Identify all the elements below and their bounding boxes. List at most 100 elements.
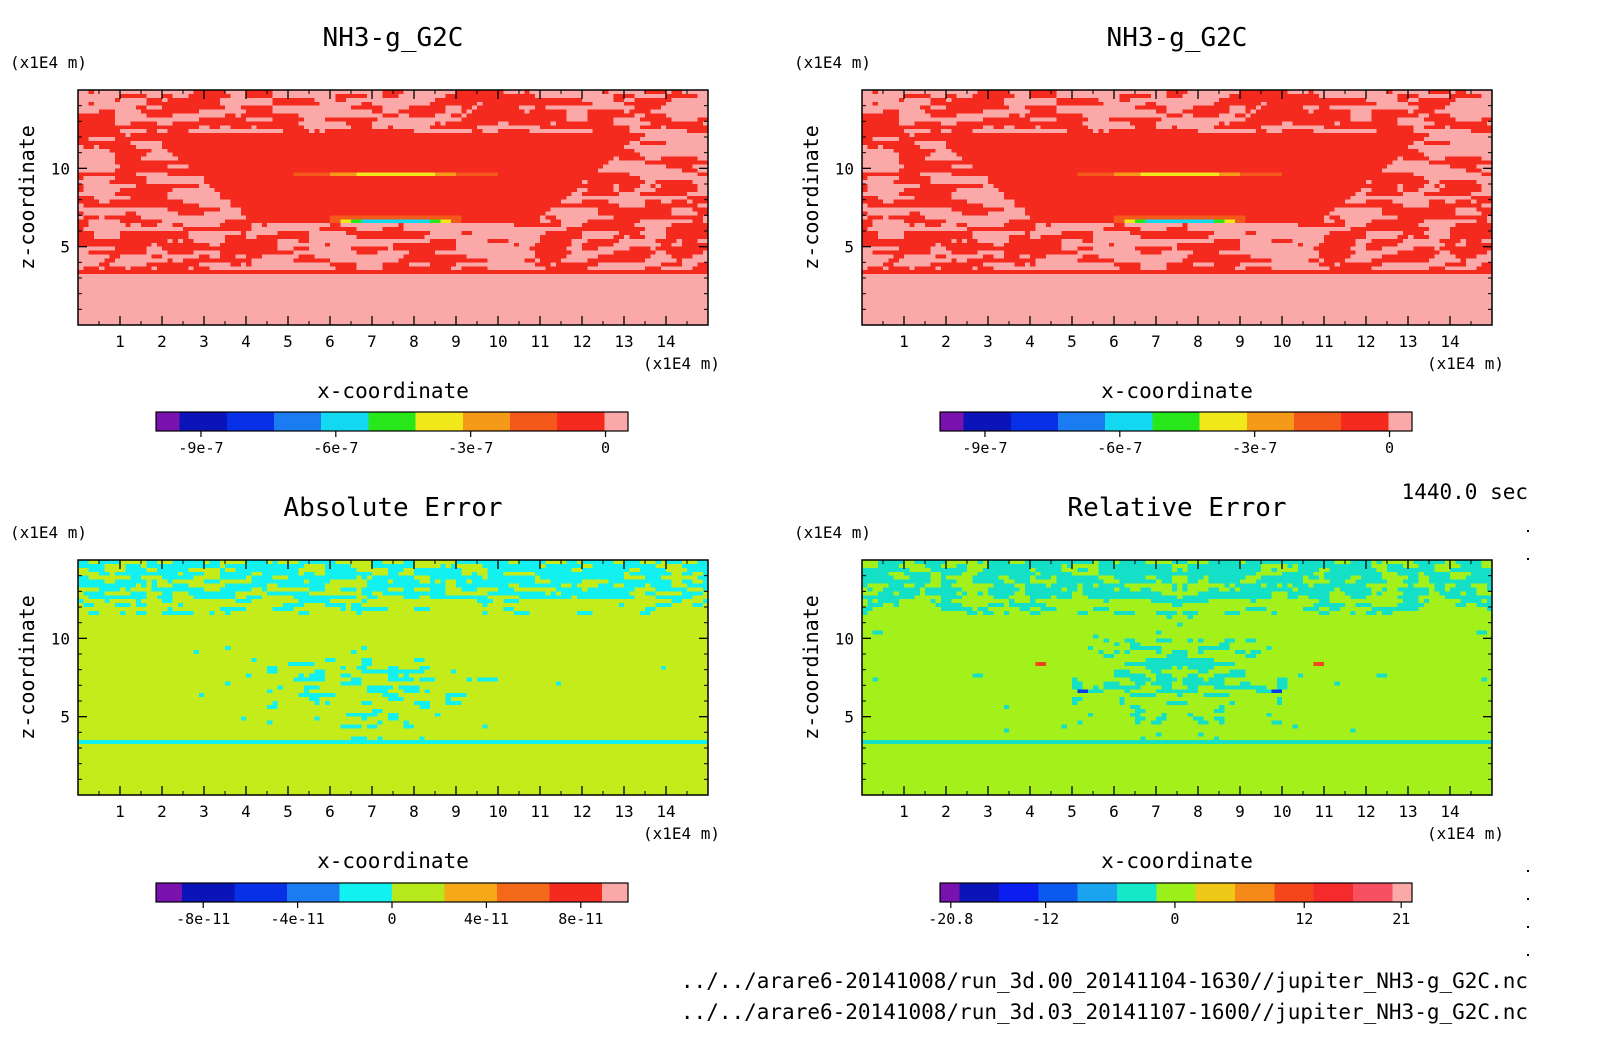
heatmap-cell: [698, 129, 704, 134]
heatmap-cell: [356, 129, 362, 134]
heatmap-cell: [335, 121, 341, 126]
figure: 1 2 3 4 5 6 7 8 9 10 11 12 13 14510NH3-g_G2C(x1E4 m)(…: [0, 0, 1604, 1054]
heatmap-cell: [173, 129, 179, 134]
heatmap-cell: [598, 129, 604, 134]
heatmap-cell: [246, 133, 252, 138]
heatmap-cell: [656, 114, 662, 119]
heatmap-cell: [419, 129, 425, 134]
heatmap-cell: [545, 129, 551, 134]
heatmap-cell: [593, 98, 599, 103]
heatmap-cell: [314, 125, 320, 130]
heatmap-cell: [335, 106, 341, 111]
heatmap-cell: [593, 133, 599, 138]
heatmap-cell: [367, 102, 373, 107]
heatmap-cell: [351, 98, 357, 103]
heatmap-cell: [635, 125, 641, 130]
heatmap-cell: [110, 121, 116, 126]
heatmap-cell: [330, 110, 336, 115]
heatmap-cell: [650, 106, 656, 111]
heatmap-cell: [225, 98, 231, 103]
heatmap-cell: [209, 125, 215, 130]
heatmap-cell: [698, 98, 704, 103]
heatmap-cell: [272, 94, 278, 99]
heatmap-cell: [204, 102, 210, 107]
heatmap-cell: [341, 114, 347, 119]
heatmap-cell: [288, 137, 294, 142]
heatmap-cell: [519, 114, 525, 119]
heatmap-cell: [131, 125, 137, 130]
heatmap-cell: [698, 137, 704, 142]
heatmap-cell: [467, 125, 473, 130]
heatmap-cell: [293, 117, 299, 122]
heatmap-cell: [440, 125, 446, 130]
heatmap-cell: [83, 141, 89, 146]
heatmap-cell: [110, 133, 116, 138]
heatmap-cell: [435, 117, 441, 122]
heatmap-cell: [677, 110, 683, 115]
heatmap-cell: [220, 102, 226, 107]
heatmap-cell: [682, 137, 688, 142]
heatmap-cell: [257, 125, 263, 130]
heatmap-cell: [115, 117, 121, 122]
heatmap-cell: [503, 106, 509, 111]
heatmap-cell: [341, 117, 347, 122]
heatmap-cell: [435, 125, 441, 130]
heatmap-cell: [236, 133, 242, 138]
heatmap-cell: [188, 110, 194, 115]
heatmap-cell: [608, 129, 614, 134]
heatmap-cell: [125, 129, 131, 134]
heatmap-cell: [241, 137, 247, 142]
heatmap-cell: [236, 98, 242, 103]
heatmap-cell: [682, 121, 688, 126]
heatmap-cell: [404, 129, 410, 134]
heatmap-cell: [666, 133, 672, 138]
heatmap-cell: [577, 106, 583, 111]
heatmap-cell: [614, 98, 620, 103]
heatmap-cell: [488, 125, 494, 130]
heatmap-cell: [157, 133, 163, 138]
heatmap-cell: [656, 133, 662, 138]
heatmap-cell: [251, 98, 257, 103]
heatmap-cell: [461, 129, 467, 134]
heatmap-cell: [524, 121, 530, 126]
heatmap-cell: [467, 98, 473, 103]
heatmap-cell: [362, 102, 368, 107]
heatmap-cell: [110, 98, 116, 103]
heatmap-cell: [230, 114, 236, 119]
heatmap-cell: [377, 98, 383, 103]
heatmap-cell: [582, 114, 588, 119]
heatmap-cell: [456, 117, 462, 122]
heatmap-cell: [173, 121, 179, 126]
heatmap-cell: [671, 110, 677, 115]
heatmap-cell: [388, 106, 394, 111]
heatmap-cell: [404, 125, 410, 130]
heatmap-cell: [493, 137, 499, 142]
heatmap-cell: [488, 133, 494, 138]
heatmap-cell: [204, 129, 210, 134]
heatmap-cell: [519, 133, 525, 138]
heatmap-cell: [451, 125, 457, 130]
heatmap-cell: [608, 110, 614, 115]
heatmap-cell: [167, 94, 173, 99]
heatmap-cell: [398, 137, 404, 142]
heatmap-cell: [619, 129, 625, 134]
heatmap-cell: [671, 98, 677, 103]
heatmap-cell: [257, 121, 263, 126]
heatmap-cell: [551, 102, 557, 107]
heatmap-cell: [671, 94, 677, 99]
heatmap-cell: [498, 117, 504, 122]
heatmap-cell: [115, 114, 121, 119]
heatmap-cell: [671, 121, 677, 126]
heatmap-cell: [383, 98, 389, 103]
heatmap-cell: [251, 114, 257, 119]
heatmap-cell: [278, 125, 284, 130]
heatmap-cell: [115, 133, 121, 138]
heatmap-cell: [283, 121, 289, 126]
heatmap-cell: [388, 98, 394, 103]
heatmap-cell: [488, 98, 494, 103]
heatmap-cell: [414, 98, 420, 103]
heatmap-cell: [162, 129, 168, 134]
heatmap-cell: [314, 117, 320, 122]
heatmap-cell: [356, 102, 362, 107]
heatmap-cell: [629, 94, 635, 99]
